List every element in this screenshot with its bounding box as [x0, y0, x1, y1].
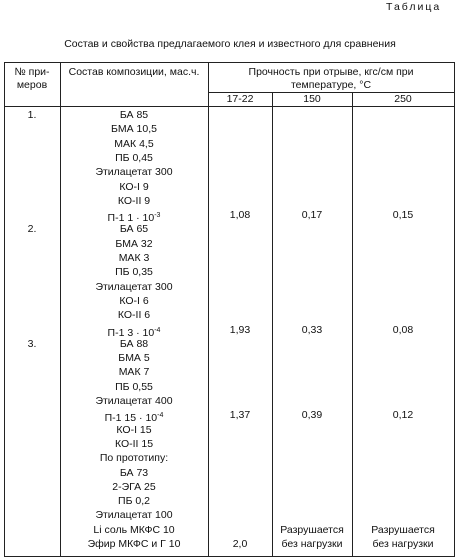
composition-line: КО-I 9	[119, 180, 149, 193]
composition-line: КО-II 9	[117, 194, 151, 207]
rule	[272, 92, 273, 557]
composition-line: П-1 15 · 10-4	[104, 412, 164, 425]
strength-value: 0,15	[392, 209, 414, 222]
strength-value: 1,37	[229, 409, 251, 422]
composition-line: Li соль МКФС 10	[93, 523, 175, 536]
rule	[4, 62, 455, 63]
composition-line: Этилацетат 400	[95, 395, 173, 407]
composition-line: БМА 5	[118, 352, 150, 365]
composition-line: БА 65	[119, 223, 149, 236]
composition-line: Этилацетат 100	[95, 509, 173, 522]
strength-value: 0,12	[392, 409, 414, 422]
rule	[208, 62, 209, 557]
composition-line: МАК 4,5	[114, 137, 154, 150]
strength-value: 0,08	[392, 323, 414, 336]
strength-value: 0,33	[301, 323, 323, 336]
composition-line: 2-ЭГА 25	[112, 480, 156, 493]
table-label: Таблица	[386, 1, 442, 13]
rule	[352, 92, 353, 557]
composition-line: МАК 7	[118, 366, 150, 379]
column-header: 150	[303, 93, 321, 105]
composition-line: Эфир МКФС и Г 10	[87, 538, 181, 550]
strength-value: Разрушается	[371, 523, 435, 536]
composition-line: БА 85	[119, 109, 149, 121]
composition-line: П-1 3 · 10-4	[107, 326, 161, 339]
composition-line: БА 73	[119, 466, 149, 479]
composition-line: БА 88	[119, 337, 149, 350]
strength-value: 1,93	[229, 323, 251, 336]
column-header: Прочность при отрыве, кгс/см при	[248, 66, 414, 78]
column-header: температуре, °С	[290, 79, 372, 91]
composition-line: БМА 32	[115, 237, 153, 250]
rule	[208, 92, 455, 93]
composition-line: БМА 10,5	[111, 123, 157, 136]
table-title: Состав и свойства предлагаемого клея и и…	[64, 38, 396, 50]
strength-value: 0,39	[301, 409, 323, 422]
column-header: Состав композиции, мас.ч.	[68, 66, 200, 78]
column-header: 250	[394, 93, 412, 105]
strength-value: без нагрузки	[372, 538, 434, 550]
strength-value: 2,0	[232, 538, 248, 550]
composition-line: ПБ 0,45	[115, 151, 153, 164]
strength-value: 1,08	[229, 209, 251, 222]
composition-line: КО-II 15	[114, 437, 154, 450]
composition-line: МАК 3	[118, 252, 150, 264]
composition-line: П-1 1 · 10-3	[107, 212, 161, 225]
strength-value: 0,17	[301, 209, 323, 222]
strength-value: Разрушается	[280, 523, 344, 536]
rule	[4, 62, 5, 557]
column-header: 17-22	[226, 93, 254, 105]
composition-line: Этилацетат 300	[95, 166, 173, 179]
composition-line: КО-I 15	[116, 423, 152, 436]
composition-line: КО-II 6	[117, 309, 151, 322]
row-number: 3.	[27, 337, 37, 350]
rule	[454, 62, 455, 557]
composition-line: По прототипу:	[99, 452, 169, 465]
composition-line: ПБ 0,35	[115, 266, 153, 279]
row-number: 2.	[27, 223, 37, 236]
column-header: меров	[16, 79, 48, 91]
composition-line: Этилацетат 300	[95, 280, 173, 293]
rule	[60, 62, 61, 557]
rule	[4, 106, 455, 107]
composition-line: КО-I 6	[119, 294, 149, 307]
composition-line: ПБ 0,2	[118, 495, 150, 508]
row-number: 1.	[27, 109, 37, 121]
column-header: № при-	[14, 66, 50, 78]
composition-line: ПБ 0,55	[115, 380, 153, 393]
strength-value: без нагрузки	[281, 538, 343, 550]
